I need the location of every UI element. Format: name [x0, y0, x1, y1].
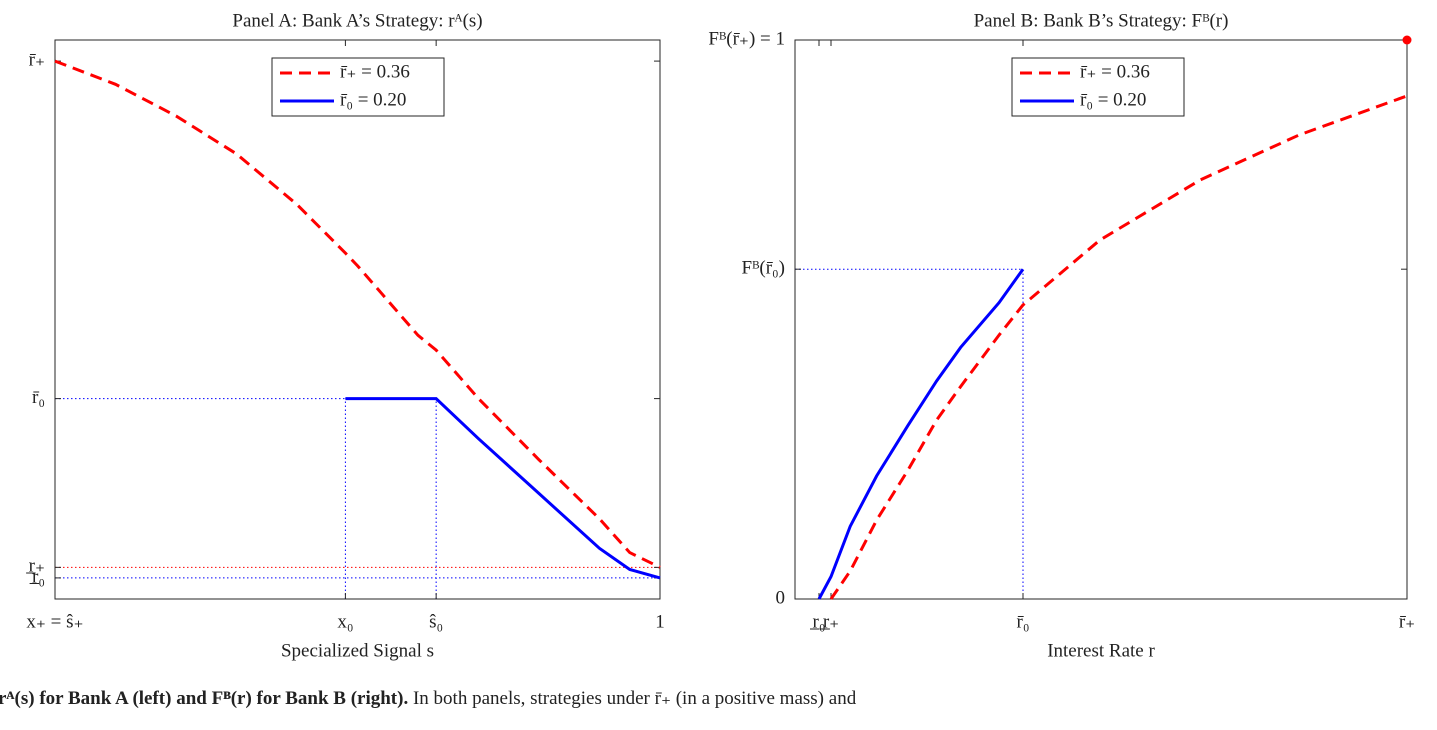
legend-box — [1011, 57, 1185, 117]
x-tick-label: r̄₊ — [1399, 611, 1415, 632]
legend-label: r̄₀ = 0.20 — [1080, 89, 1146, 110]
y-tick-label: r̲₊ — [26, 556, 45, 577]
y-tick-label: Fᴮ(r̄₊) = 1 — [708, 28, 785, 49]
y-tick-label: r̄₊ — [29, 49, 45, 70]
chart-title: Panel A: Bank A’s Strategy: rᴬ(s) — [232, 10, 482, 31]
x-axis-label: Interest Rate r — [1047, 640, 1155, 661]
x-tick-label: r̲₀ — [810, 611, 826, 632]
y-tick-label: Fᴮ(r̄₀) — [741, 258, 785, 279]
x-tick-label: r̄₀ — [1017, 611, 1030, 632]
series-line — [345, 397, 661, 580]
series-line — [54, 59, 661, 569]
end-marker — [1402, 35, 1412, 45]
x-tick-label: ŝ₀ — [429, 611, 443, 632]
series-line — [817, 268, 1025, 600]
x-tick-label: x₀ — [337, 611, 353, 632]
legend-label: r̄₊ = 0.36 — [340, 61, 410, 82]
series-line — [829, 94, 1408, 600]
x-axis-label: Specialized Signal s — [281, 640, 434, 661]
caption-text: In both panels, strategies under r̄₊ (in… — [413, 688, 857, 709]
x-tick-label: r̲₊ — [820, 611, 839, 632]
y-tick-label: r̄₀ — [32, 387, 45, 408]
plot-frame — [54, 39, 661, 600]
y-tick-label: 0 — [776, 587, 786, 608]
legend-label: r̄₊ = 0.36 — [1080, 61, 1150, 82]
caption: rᴬ(s) for Bank A (left) and Fᴮ(r) for Ba… — [0, 688, 857, 709]
x-tick-label: 1 — [655, 611, 665, 632]
legend-box — [271, 57, 445, 117]
y-tick-label: r̲₀ — [29, 566, 45, 587]
x-tick-label: x₊ = ŝ₊ — [26, 611, 83, 632]
chart-title: Panel B: Bank B’s Strategy: Fᴮ(r) — [974, 10, 1229, 31]
legend-label: r̄₀ = 0.20 — [340, 89, 406, 110]
caption-bold: rᴬ(s) for Bank A (left) and Fᴮ(r) for Ba… — [0, 688, 408, 709]
plot-frame — [794, 39, 1408, 600]
